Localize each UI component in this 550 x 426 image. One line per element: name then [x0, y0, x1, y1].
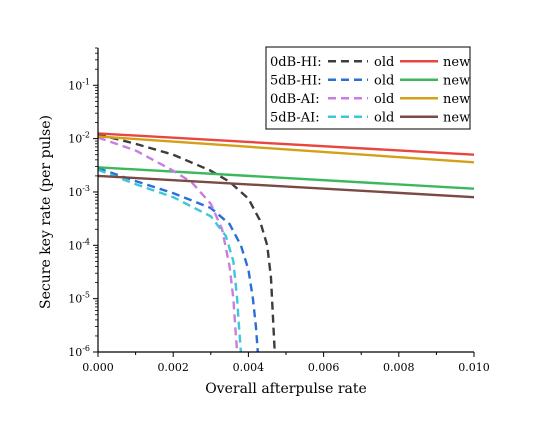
x-tick-label: 0.002: [157, 361, 189, 374]
x-tick-label: 0.000: [82, 361, 114, 374]
x-tick-label: 0.004: [233, 361, 265, 374]
x-tick-label: 0.010: [458, 361, 490, 374]
legend-row-label: 5dB-HI:: [270, 73, 322, 88]
series-line-0dbai-new: [98, 135, 474, 164]
y-tick-label: 10-4: [68, 237, 90, 252]
y-tick-label: 10-5: [68, 291, 90, 306]
x-tick-label: 0.006: [308, 361, 340, 374]
legend-row: 5dB-HI: old new: [270, 73, 470, 88]
legend-old-label: old: [374, 73, 394, 88]
series-line-5dbai-new: [98, 174, 474, 199]
legend-old-label: old: [374, 92, 394, 107]
series-line-0dbai-old: [98, 136, 239, 352]
series-line-5dbhi-new: [98, 166, 474, 190]
series-line-0dbhi-new: [98, 132, 474, 156]
legend-row-label: 0dB-HI:: [270, 55, 322, 70]
series-line-5dbhi-old: [98, 166, 259, 352]
series-line-0dbhi-old: [98, 133, 276, 352]
legend-new-label: new: [443, 73, 470, 88]
legend-row-label: 5dB-AI:: [270, 110, 320, 125]
y-axis-title: Secure key rate (per pulse): [38, 115, 54, 309]
series-line-5dbai-old: [98, 168, 243, 352]
axes-layer: 0.000 0.002 0.004 0.006 0.008 0.010 10-6 10-5 10…: [68, 47, 490, 374]
y-tick-label: 10-6: [68, 344, 90, 359]
legend-new-label: new: [443, 55, 470, 70]
legend-row-label: 0dB-AI:: [270, 92, 320, 107]
x-tick-label: 0.008: [383, 361, 415, 374]
legend-old-label: old: [374, 55, 394, 70]
y-tick-label: 10-1: [68, 77, 90, 92]
legend-row: 5dB-AI: old new: [270, 110, 470, 125]
series-layer: [98, 132, 474, 352]
x-axis-title: Overall afterpulse rate: [205, 381, 367, 397]
y-tick-label: 10-2: [68, 131, 90, 146]
legend-old-label: old: [374, 110, 394, 125]
legend-new-label: new: [443, 110, 470, 125]
legend-row: 0dB-AI: old new: [270, 92, 470, 107]
y-tick-label: 10-3: [68, 184, 90, 199]
legend-row: 0dB-HI: old new: [270, 55, 470, 70]
legend-new-label: new: [443, 92, 470, 107]
